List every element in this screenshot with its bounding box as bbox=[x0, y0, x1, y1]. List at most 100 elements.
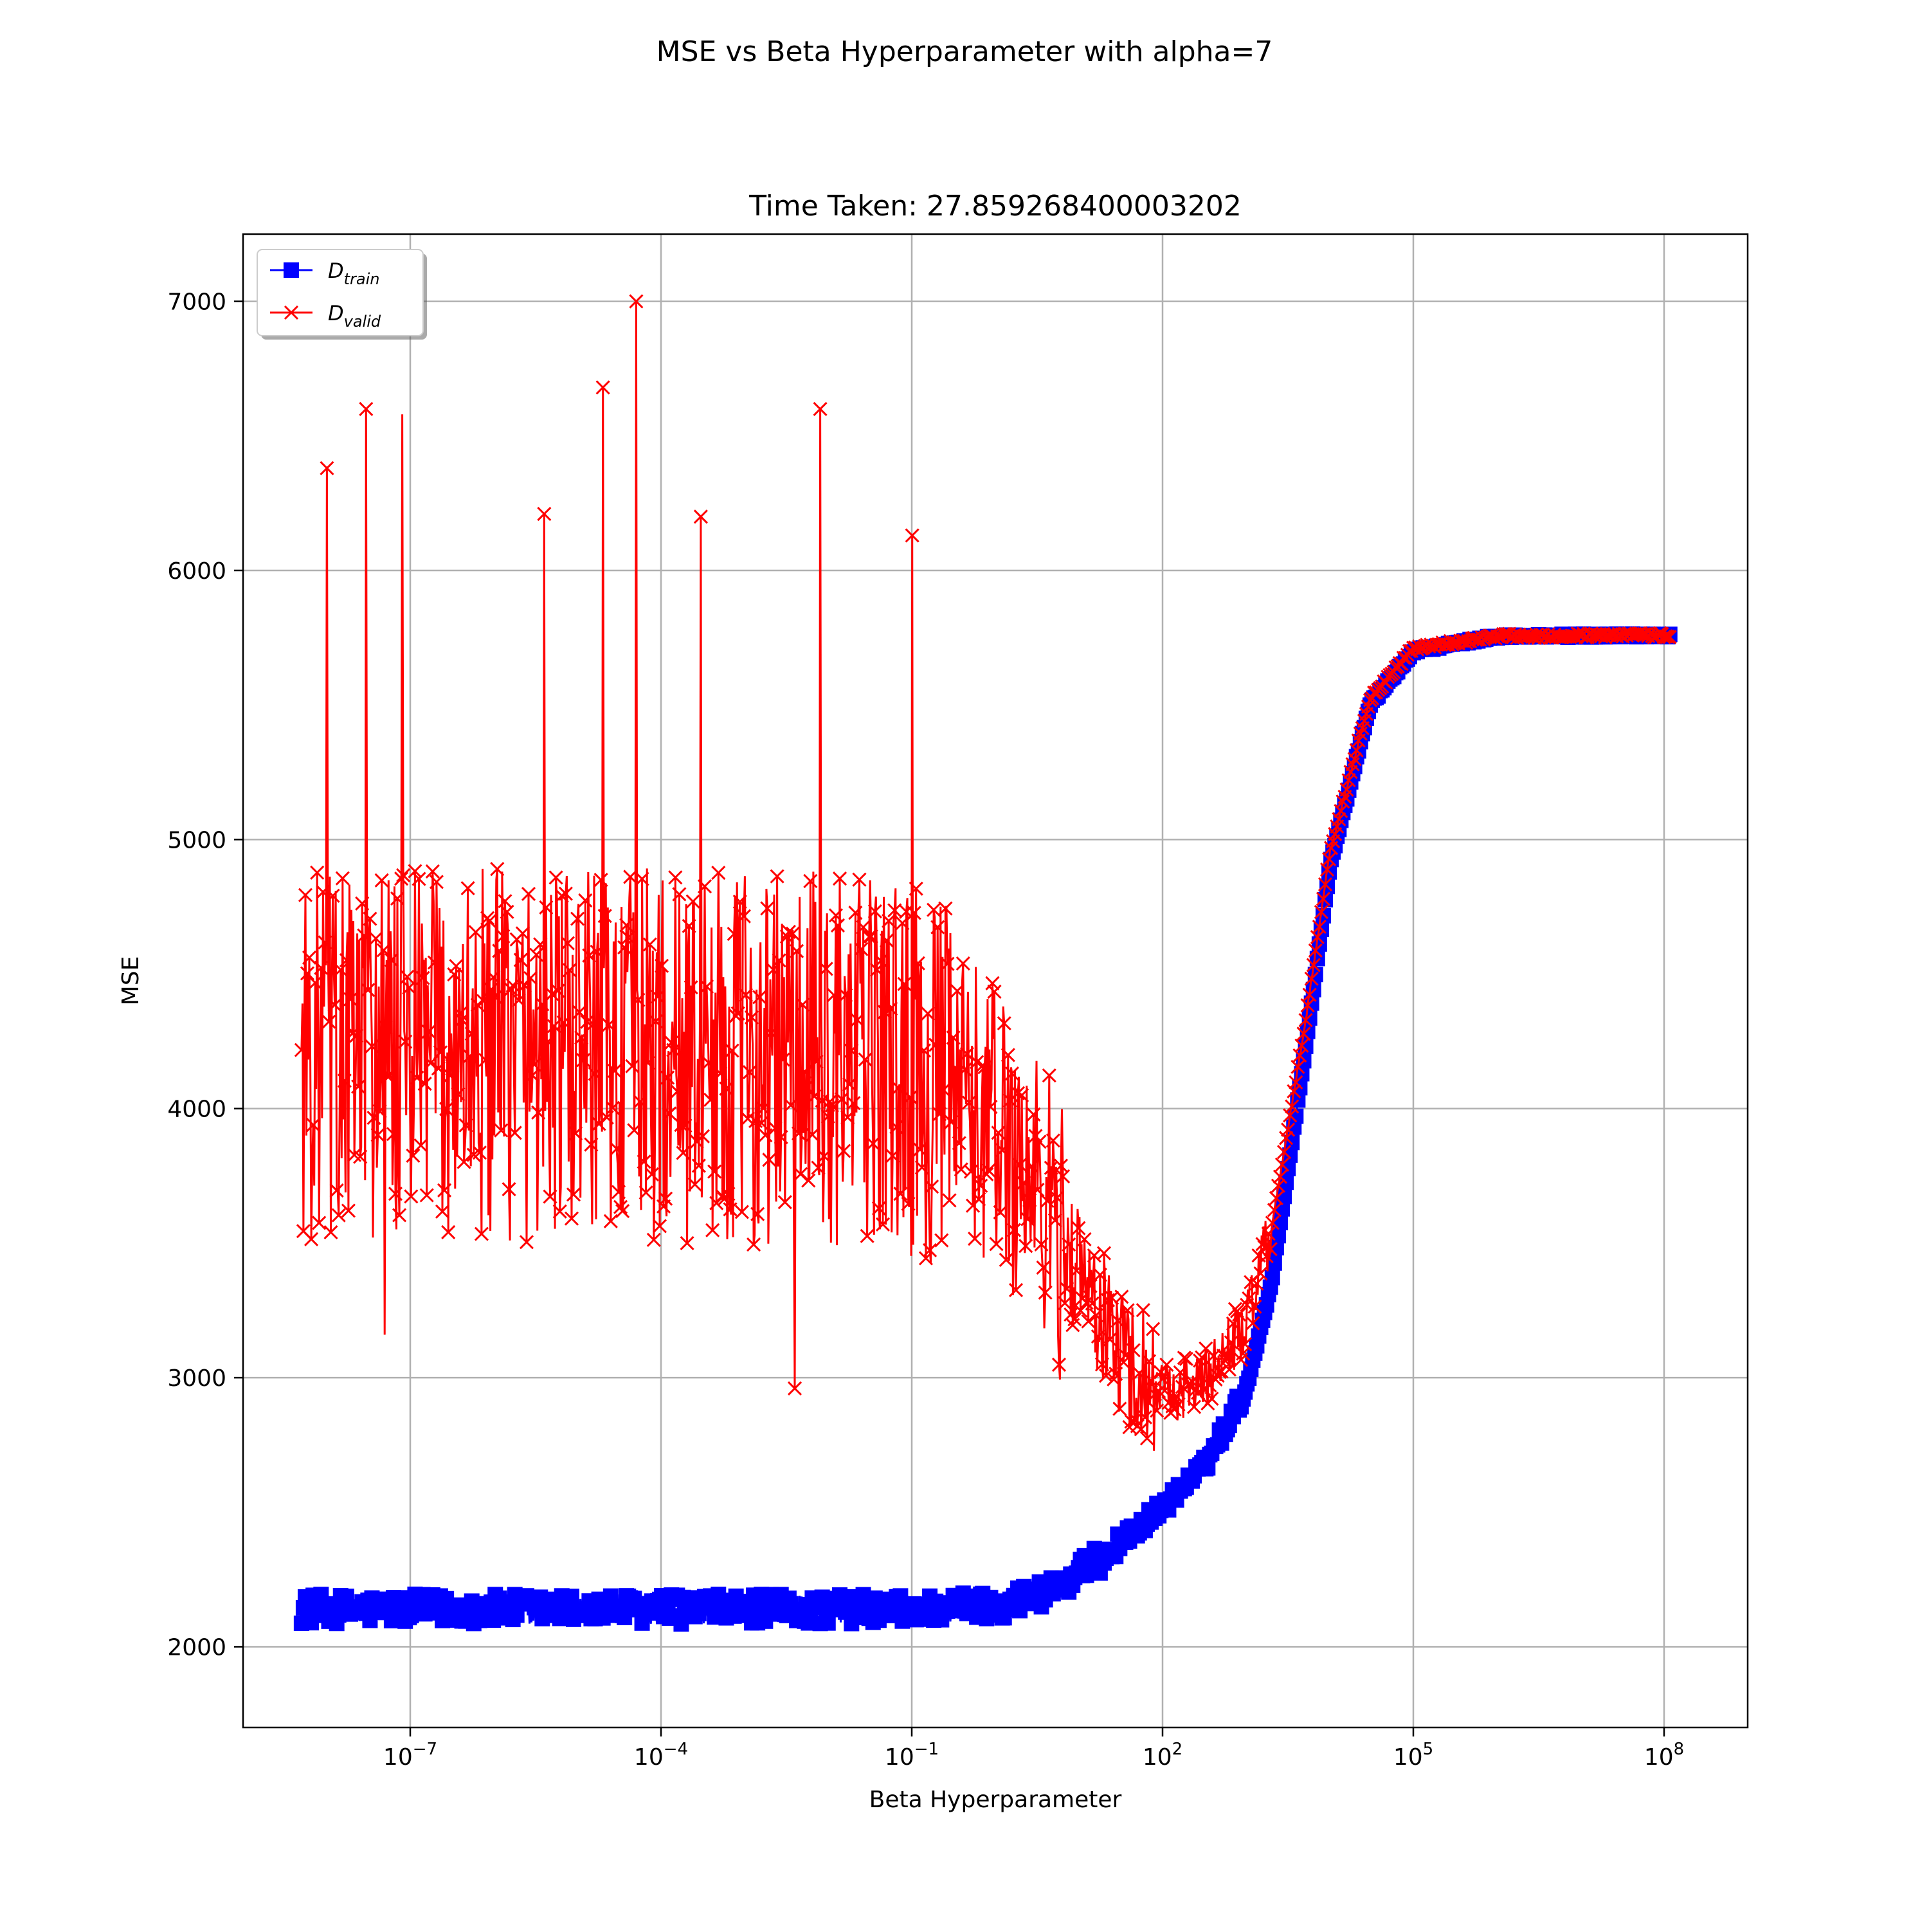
data-point bbox=[394, 871, 409, 886]
data-point bbox=[1259, 1249, 1274, 1264]
data-point bbox=[554, 888, 569, 903]
data-point bbox=[701, 1055, 716, 1070]
y-tick-label: 2000 bbox=[167, 1634, 226, 1661]
data-point bbox=[666, 1043, 681, 1057]
legend-item-valid: Dvalid bbox=[270, 301, 381, 331]
data-point bbox=[1109, 1367, 1123, 1381]
figure-suptitle: MSE vs Beta Hyperparameter with alpha=7 bbox=[657, 35, 1273, 68]
data-point bbox=[511, 993, 526, 1008]
data-point bbox=[365, 1039, 379, 1053]
data-point bbox=[682, 918, 696, 933]
data-point bbox=[1051, 1357, 1067, 1372]
data-point bbox=[907, 906, 921, 920]
data-point bbox=[613, 1199, 628, 1214]
data-point bbox=[963, 1164, 979, 1179]
data-point bbox=[903, 1089, 918, 1105]
data-point bbox=[333, 962, 348, 977]
data-point bbox=[1270, 1228, 1286, 1244]
data-point bbox=[852, 872, 867, 887]
data-point bbox=[1081, 1314, 1096, 1329]
data-point bbox=[574, 1030, 589, 1045]
data-point bbox=[685, 894, 700, 909]
data-point bbox=[494, 1123, 509, 1138]
data-point bbox=[1345, 757, 1360, 772]
data-point bbox=[558, 886, 573, 901]
data-point bbox=[1132, 1366, 1146, 1381]
data-point bbox=[310, 865, 325, 880]
data-point bbox=[478, 1053, 493, 1068]
data-point bbox=[901, 1196, 916, 1211]
data-point bbox=[640, 1055, 655, 1070]
data-point bbox=[805, 1127, 820, 1142]
data-point bbox=[658, 1191, 673, 1206]
data-point bbox=[517, 978, 532, 993]
data-point bbox=[1245, 1316, 1260, 1331]
data-point bbox=[302, 950, 317, 965]
data-point bbox=[417, 1076, 432, 1091]
data-point bbox=[1265, 1216, 1280, 1230]
data-point bbox=[607, 1064, 622, 1079]
data-point bbox=[322, 1014, 336, 1029]
data-point bbox=[840, 1110, 855, 1125]
data-point bbox=[588, 1066, 602, 1081]
data-point bbox=[1336, 794, 1350, 809]
data-point bbox=[1042, 1068, 1056, 1083]
data-point bbox=[500, 904, 514, 919]
data-point bbox=[1143, 1373, 1159, 1388]
data-point bbox=[742, 1064, 757, 1080]
data-point bbox=[880, 933, 894, 948]
data-point bbox=[809, 1054, 824, 1069]
data-point bbox=[738, 988, 753, 1003]
data-point bbox=[1332, 812, 1346, 826]
data-point bbox=[539, 900, 554, 915]
data-point bbox=[871, 1201, 886, 1216]
data-point bbox=[488, 990, 503, 1005]
data-point bbox=[576, 1053, 591, 1068]
data-point bbox=[1231, 1307, 1247, 1322]
data-point bbox=[999, 1252, 1013, 1267]
data-point bbox=[372, 1104, 387, 1118]
data-point bbox=[801, 1173, 816, 1188]
data-point bbox=[304, 1232, 319, 1246]
data-point bbox=[974, 1178, 988, 1193]
data-point bbox=[789, 943, 804, 958]
data-point bbox=[883, 1001, 898, 1016]
data-point bbox=[621, 930, 636, 945]
data-point bbox=[323, 1225, 338, 1240]
data-point bbox=[987, 984, 1002, 999]
data-point bbox=[378, 1020, 393, 1035]
data-point bbox=[592, 1116, 606, 1131]
data-point bbox=[944, 1115, 959, 1129]
data-point bbox=[754, 1116, 769, 1131]
data-point bbox=[447, 967, 462, 982]
data-point bbox=[562, 963, 577, 978]
data-point bbox=[406, 1148, 421, 1163]
data-point bbox=[476, 994, 491, 1008]
data-point bbox=[1318, 877, 1333, 892]
data-point bbox=[468, 925, 483, 940]
data-point bbox=[1218, 1353, 1233, 1369]
data-point bbox=[390, 891, 405, 906]
data-point bbox=[437, 1183, 452, 1198]
legend-item-train: Dtrain bbox=[270, 259, 380, 288]
data-point bbox=[413, 1138, 428, 1153]
data-point bbox=[1152, 1384, 1166, 1399]
data-point bbox=[820, 1615, 836, 1631]
data-point bbox=[848, 906, 863, 920]
data-point bbox=[599, 1110, 614, 1125]
legend-marker bbox=[284, 305, 299, 320]
data-point bbox=[570, 911, 585, 926]
data-point bbox=[386, 1127, 401, 1142]
data-point bbox=[959, 1046, 974, 1061]
data-point bbox=[936, 1082, 951, 1097]
data-point bbox=[396, 868, 411, 882]
data-point bbox=[835, 1091, 849, 1107]
data-point bbox=[484, 982, 499, 997]
data-point bbox=[343, 992, 358, 1007]
data-point bbox=[1062, 1237, 1076, 1252]
data-point bbox=[449, 959, 464, 974]
data-point bbox=[1092, 1268, 1107, 1282]
data-point bbox=[1224, 1335, 1238, 1350]
data-point bbox=[752, 990, 767, 1005]
